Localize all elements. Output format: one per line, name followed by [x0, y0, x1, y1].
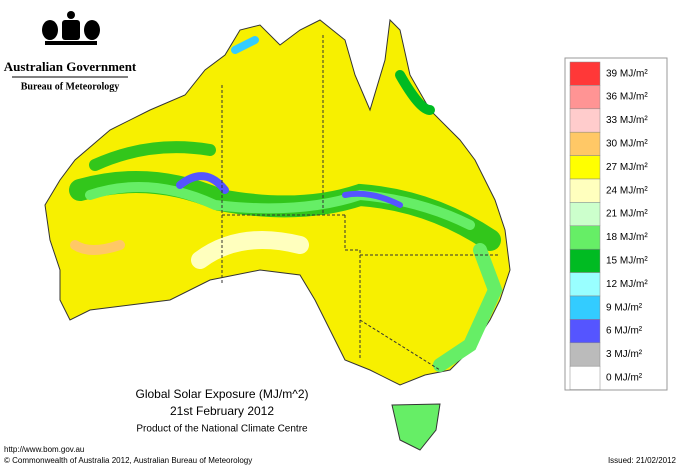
footer-issued: Issued: 21/02/2012: [608, 456, 677, 465]
legend-swatch: [569, 202, 601, 227]
legend-label: 0 MJ/m²: [606, 373, 643, 384]
legend-label: 24 MJ/m²: [606, 185, 648, 196]
map: [44, 18, 511, 451]
legend-swatch: [569, 61, 601, 86]
legend-swatch: [569, 225, 601, 250]
legend-swatch: [569, 131, 601, 156]
legend-swatch: [569, 319, 601, 344]
legend-label: 18 MJ/m²: [606, 232, 648, 243]
legend-label: 33 MJ/m²: [606, 115, 648, 126]
legend-label: 36 MJ/m²: [606, 92, 648, 103]
legend-label: 12 MJ/m²: [606, 279, 648, 290]
footer-url: http://www.bom.gov.au: [4, 445, 84, 454]
legend-swatch: [569, 248, 601, 273]
legend-swatch: [569, 85, 601, 110]
legend-label: 3 MJ/m²: [606, 349, 643, 360]
legend-swatch: [569, 108, 601, 133]
tasmania: [391, 403, 441, 451]
header-title: Australian Government: [4, 59, 137, 74]
map-date: 21st February 2012: [170, 404, 274, 418]
legend-swatch: [569, 178, 601, 203]
map-product: Product of the National Climate Centre: [136, 424, 308, 435]
legend-swatch: [569, 295, 601, 320]
map-title: Global Solar Exposure (MJ/m^2): [135, 387, 308, 401]
footer-copyright: © Commonwealth of Australia 2012, Austra…: [4, 456, 252, 465]
legend-swatch: [569, 365, 601, 390]
legend-label: 21 MJ/m²: [606, 209, 648, 220]
crest: [42, 11, 100, 45]
legend-label: 27 MJ/m²: [606, 162, 648, 173]
legend: 39 MJ/m² 36 MJ/m² 33 MJ/m² 30 MJ/m² 27 MJ/m²…: [569, 61, 648, 390]
legend-label: 39 MJ/m²: [606, 68, 648, 79]
legend-label: 30 MJ/m²: [606, 139, 648, 150]
header-subtitle: Bureau of Meteorology: [21, 81, 120, 92]
legend-swatch: [569, 155, 601, 180]
legend-label: 9 MJ/m²: [606, 302, 643, 313]
legend-swatch: [569, 272, 601, 297]
legend-label: 15 MJ/m²: [606, 256, 648, 267]
legend-label: 6 MJ/m²: [606, 326, 643, 337]
legend-swatch: [569, 342, 601, 367]
state-borders: [221, 35, 500, 371]
exposure-bands: [69, 36, 503, 372]
